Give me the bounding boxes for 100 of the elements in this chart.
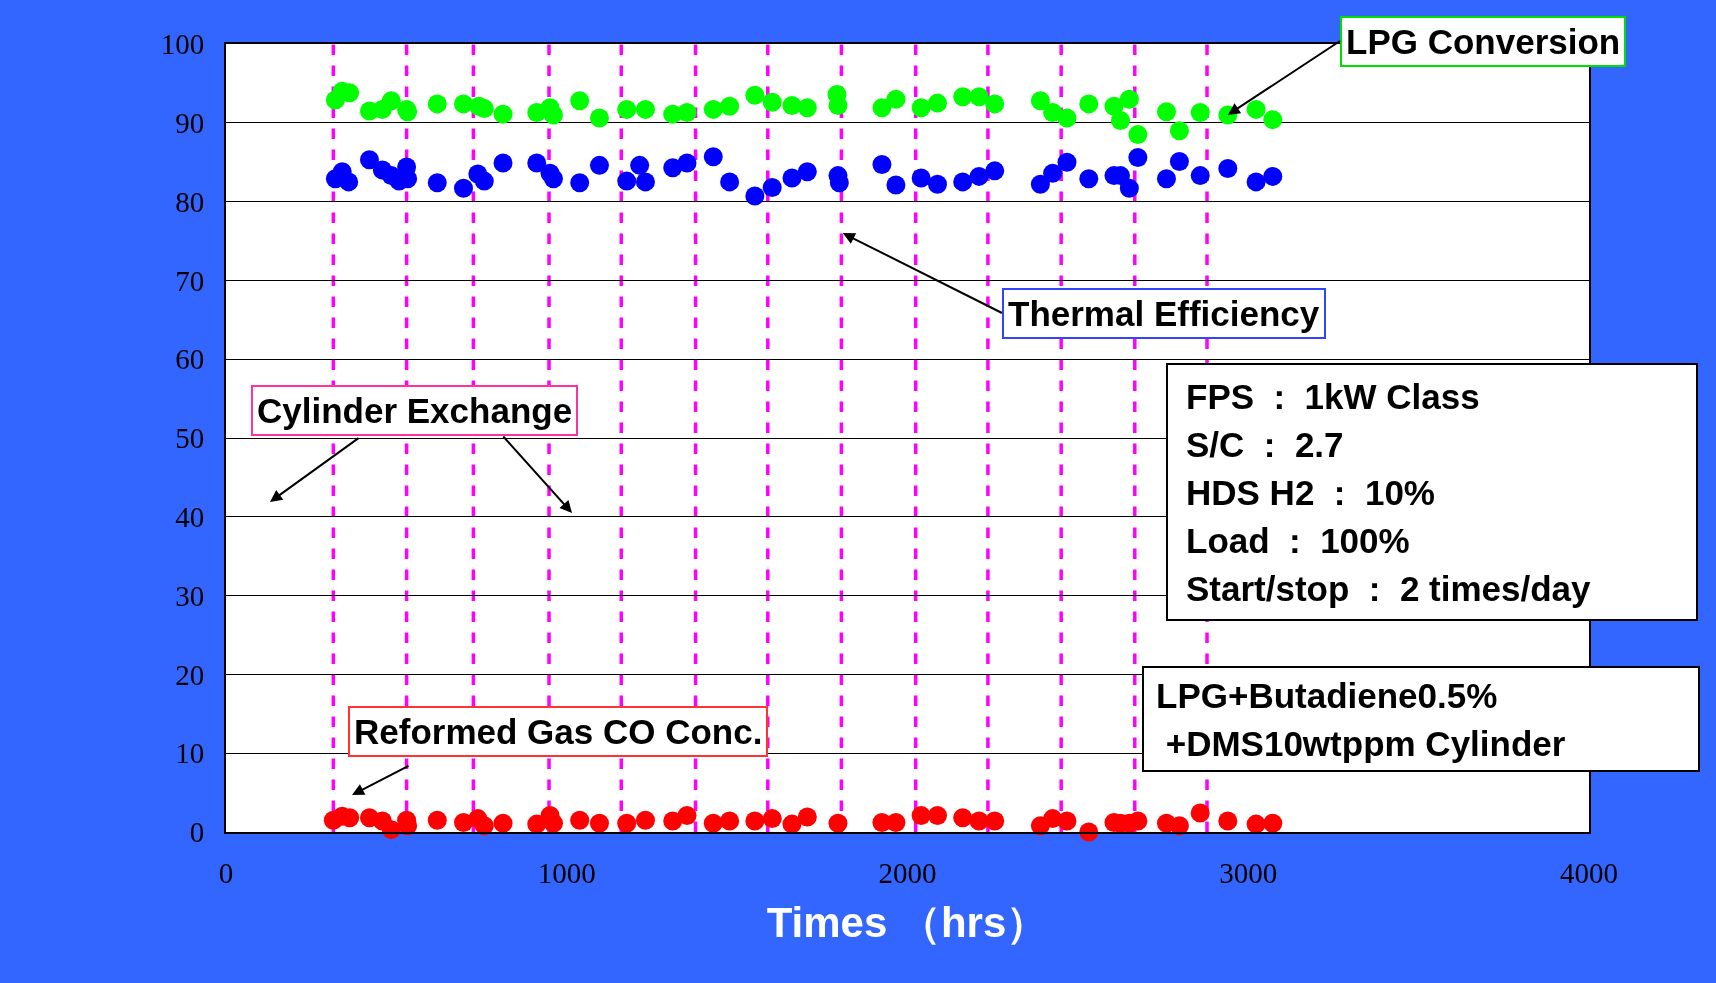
y-tick-label: 20 — [175, 658, 205, 691]
point — [985, 161, 1005, 181]
point — [720, 172, 740, 192]
point — [589, 813, 609, 833]
point — [911, 805, 931, 825]
point — [677, 103, 697, 123]
point — [474, 171, 494, 191]
point — [1128, 147, 1148, 167]
point — [1110, 110, 1130, 130]
point — [1218, 811, 1238, 831]
point — [1218, 159, 1238, 178]
point — [703, 99, 723, 119]
point — [493, 813, 513, 833]
point — [745, 811, 765, 831]
annotation: LPG Conversion — [1346, 22, 1621, 61]
x-axis-title: Times （hrs） — [766, 899, 1049, 947]
point — [474, 99, 494, 119]
point — [928, 805, 947, 825]
point — [543, 169, 563, 189]
point — [589, 108, 609, 128]
point — [381, 91, 401, 111]
text-box: LPG+Butadiene0.5% +DMS10wtppm Cylinder — [1142, 666, 1700, 772]
point — [886, 175, 906, 195]
point — [427, 810, 447, 830]
point — [1128, 125, 1148, 145]
annotation: Cylinder Exchange — [257, 391, 573, 430]
point — [797, 98, 817, 118]
point — [886, 89, 906, 109]
annotation: Thermal Efficiency — [1008, 294, 1320, 333]
point — [493, 104, 513, 124]
text-box: FPS : 1kW Class S/C : 2.7 HDS H2 : 10% Load : 100% Start/stop : 2 times/day — [1166, 363, 1698, 621]
point — [677, 805, 697, 825]
point — [745, 186, 765, 206]
point — [928, 93, 947, 113]
point — [543, 813, 563, 833]
point — [1119, 178, 1139, 198]
point — [762, 92, 782, 112]
point — [782, 168, 802, 188]
point — [985, 94, 1005, 114]
point — [570, 173, 590, 193]
point — [617, 813, 637, 833]
y-tick-label: 50 — [175, 422, 205, 455]
y-tick-label: 100 — [160, 28, 205, 61]
point — [1246, 99, 1266, 119]
point — [635, 99, 655, 119]
point — [635, 810, 655, 830]
point — [339, 172, 359, 192]
point — [1263, 813, 1283, 833]
point — [635, 172, 655, 192]
point — [762, 809, 782, 829]
point — [589, 155, 609, 175]
point — [1246, 814, 1266, 834]
x-tick-label: 0 — [218, 856, 234, 889]
point — [630, 155, 650, 175]
point — [493, 153, 513, 173]
point — [1030, 174, 1050, 194]
point — [677, 153, 697, 173]
point — [1169, 816, 1189, 836]
point — [1190, 103, 1210, 123]
point — [1263, 110, 1283, 130]
point — [985, 811, 1005, 831]
point — [911, 168, 931, 188]
point — [1169, 151, 1189, 171]
y-tick-label: 60 — [175, 343, 205, 376]
point — [427, 94, 447, 114]
point — [617, 99, 637, 119]
y-tick-label: 80 — [175, 185, 205, 218]
point — [617, 171, 637, 191]
point — [928, 174, 947, 194]
point — [886, 813, 906, 833]
point — [1190, 166, 1210, 186]
point — [720, 96, 740, 116]
point — [1057, 108, 1077, 128]
y-tick-label: 90 — [175, 106, 205, 139]
point — [953, 172, 973, 192]
point — [1263, 166, 1283, 186]
point — [953, 808, 973, 828]
point — [745, 85, 765, 105]
point — [703, 813, 723, 833]
point — [427, 173, 447, 193]
point — [1079, 169, 1099, 189]
point — [969, 87, 989, 107]
point — [359, 150, 379, 170]
point — [1190, 803, 1210, 823]
point — [1156, 102, 1176, 122]
point — [527, 153, 547, 173]
point — [872, 98, 892, 118]
point — [720, 811, 740, 831]
point — [969, 166, 989, 186]
x-tick-label: 4000 — [1560, 856, 1618, 889]
point — [570, 91, 590, 111]
point — [969, 811, 989, 831]
y-tick-label: 0 — [189, 816, 205, 849]
point — [911, 98, 931, 118]
point — [543, 105, 563, 125]
point — [953, 87, 973, 107]
point — [703, 147, 723, 167]
point — [1030, 91, 1050, 111]
point — [872, 155, 892, 175]
point — [1057, 152, 1077, 172]
